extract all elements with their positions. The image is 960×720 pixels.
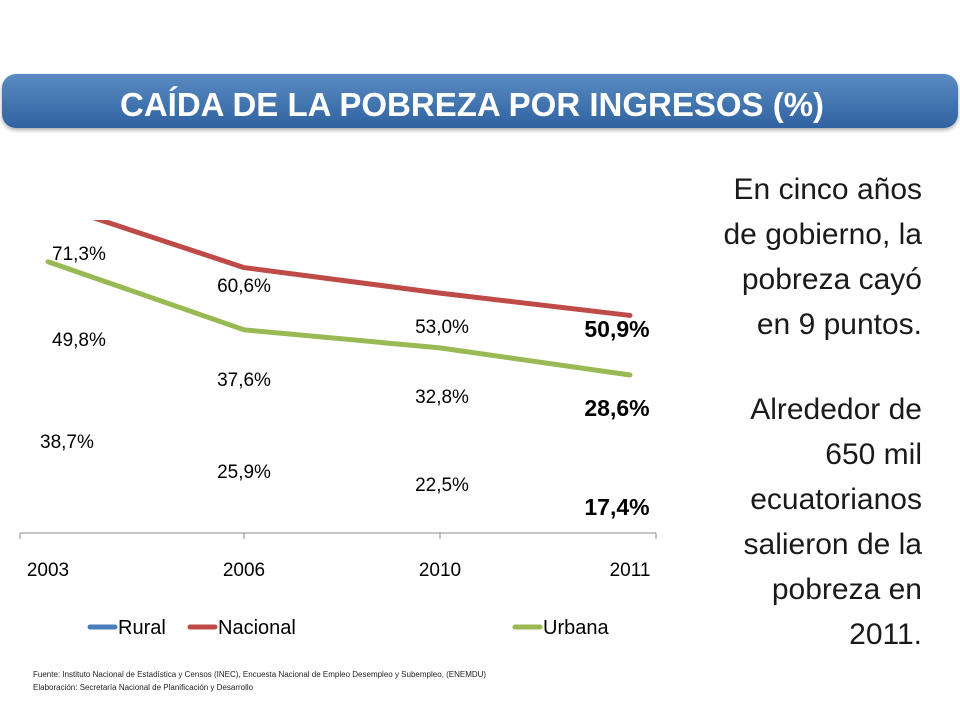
data-label: 50,9% <box>584 316 649 342</box>
summary-line: pobreza en <box>771 573 922 606</box>
summary-paragraph-1: En cinco años de gobierno, la pobreza ca… <box>660 167 923 347</box>
summary-line: salieron de la <box>743 528 922 561</box>
legend-label: Urbana <box>543 617 609 639</box>
page-title: CAÍDA DE LA POBREZA POR INGRESOS (%) <box>120 86 825 123</box>
summary-line: de gobierno, la <box>723 218 923 251</box>
data-label: 22,5% <box>415 475 469 496</box>
x-tick-label: 2003 <box>27 560 69 581</box>
data-label: 60,6% <box>217 276 271 297</box>
series-line-urbana <box>45 259 633 378</box>
source-note: Fuente: Instituto Nacional de Estadístic… <box>33 670 487 679</box>
data-label: 49,8% <box>52 330 106 351</box>
data-label: 32,8% <box>415 387 469 408</box>
data-label: 71,3% <box>52 244 106 265</box>
data-label: 25,9% <box>217 462 271 483</box>
data-label: 17,4% <box>584 494 649 520</box>
x-tick-label: 2011 <box>610 560 651 581</box>
summary-line: pobreza cayó <box>741 263 922 296</box>
legend-label: Nacional <box>218 617 296 639</box>
summary-line: 650 mil <box>825 438 922 471</box>
summary-line: 2011. <box>849 618 922 651</box>
x-tick-label: 2006 <box>223 560 265 581</box>
x-tick-label: 2010 <box>419 560 461 581</box>
summary-line: ecuatorianos <box>750 483 922 516</box>
poverty-line-chart: 2003 2006 2010 2011 71,3% 60,6% 53,0% 50,9% 49,8… <box>19 220 657 639</box>
elaboration-note: Elaboración: Secretaría Nacional de Plan… <box>33 683 254 692</box>
title-banner <box>2 74 958 128</box>
data-label: 53,0% <box>415 317 469 338</box>
data-label: 38,7% <box>40 432 94 453</box>
summary-line: en 9 puntos. <box>756 308 922 341</box>
summary-paragraph-2: Alrededor de 650 mil ecuatorianos salier… <box>660 387 922 657</box>
data-label: 37,6% <box>217 370 271 391</box>
legend-label: Rural <box>118 617 166 639</box>
summary-line: Alrededor de <box>750 393 922 426</box>
summary-line: En cinco años <box>733 173 922 206</box>
data-label: 28,6% <box>584 395 649 421</box>
series-line-nacional <box>92 220 633 318</box>
